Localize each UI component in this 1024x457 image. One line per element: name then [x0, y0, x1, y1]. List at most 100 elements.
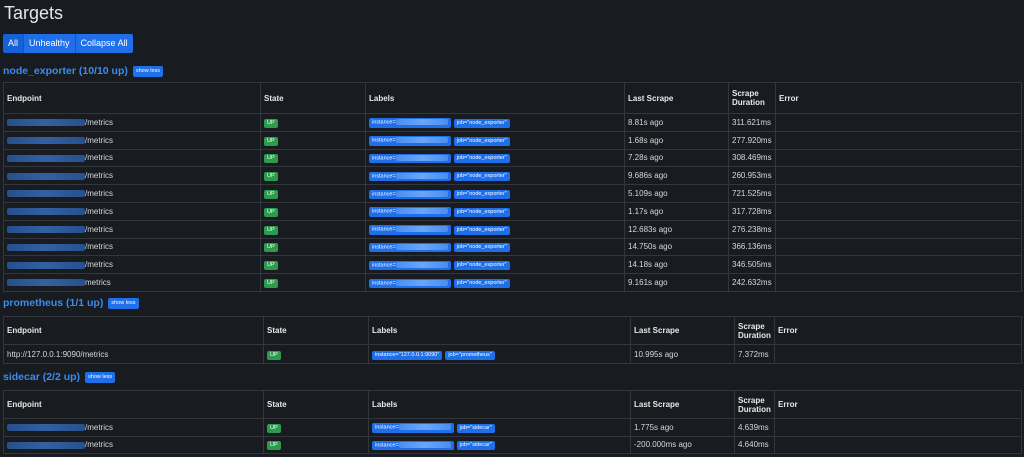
state-cell: UP	[260, 130, 366, 150]
filter-unhealthy-button[interactable]: Unhealthy	[24, 34, 76, 53]
error-cell	[775, 166, 1022, 186]
endpoint-link[interactable]: /metrics	[85, 224, 113, 234]
status-badge: UP	[267, 423, 281, 433]
duration-cell: 4.640ms	[734, 435, 775, 454]
redacted-host	[7, 261, 85, 269]
label-instance: instance=	[369, 118, 451, 128]
filter-all-button[interactable]: All	[3, 34, 25, 53]
endpoint-cell: /metrics	[3, 166, 261, 186]
redacted-instance	[395, 279, 448, 286]
endpoint-link[interactable]: /metrics	[85, 171, 113, 181]
endpoint-link[interactable]: /metrics	[85, 153, 113, 163]
last-scrape-cell: 9.686s ago	[624, 166, 729, 186]
label-job: job="node_exporter"	[453, 279, 510, 289]
label-instance: instance=	[372, 423, 454, 433]
endpoint-link[interactable]: metrics	[85, 278, 111, 288]
section-title-node-exporter[interactable]: node_exporter (10/10 up)	[3, 65, 128, 77]
endpoint-link[interactable]: http://127.0.0.1:9090/metrics	[7, 349, 109, 359]
endpoint-cell: /metrics	[3, 184, 261, 203]
label-job: job="sidecar"	[456, 423, 495, 433]
error-cell	[775, 273, 1022, 292]
col-error: Error	[774, 316, 1022, 345]
status-badge: UP	[264, 279, 278, 289]
redacted-host	[7, 119, 85, 127]
labels-cell: instance= job="node_exporter"	[365, 113, 625, 132]
label-job: job="node_exporter"	[453, 136, 510, 146]
redacted-instance	[395, 244, 448, 251]
labels-cell: instance= job="node_exporter"	[365, 166, 625, 186]
endpoint-link[interactable]: /metrics	[85, 242, 113, 252]
status-badge: UP	[264, 190, 278, 200]
endpoint-link[interactable]: /metrics	[85, 117, 113, 127]
label-instance: instance=	[369, 243, 451, 253]
targets-table-sidecar: Endpoint State Labels Last Scrape Scrape…	[3, 390, 1022, 454]
table-row: /metrics UP instance= job="sidecar" -200.000…	[3, 435, 1022, 454]
label-instance: instance=	[369, 189, 451, 200]
col-scrape-duration: Scrape Duration	[728, 82, 776, 114]
section-title-prometheus[interactable]: prometheus (1/1 up)	[3, 297, 104, 309]
duration-cell: 366.136ms	[728, 237, 776, 257]
label-instance: instance=	[369, 136, 451, 146]
endpoint-link[interactable]: /metrics	[85, 135, 113, 145]
error-cell	[774, 418, 1022, 437]
last-scrape-cell: 5.109s ago	[624, 184, 729, 203]
label-instance: instance=	[369, 171, 451, 182]
error-cell	[775, 201, 1022, 221]
redacted-host	[7, 441, 85, 449]
redacted-instance	[398, 424, 451, 431]
labels-cell: instance= job="node_exporter"	[365, 255, 625, 275]
redacted-host	[7, 279, 85, 287]
label-job: job="node_exporter"	[453, 172, 510, 182]
labels-cell: instance= job="node_exporter"	[365, 273, 625, 292]
last-scrape-cell: 1.17s ago	[624, 201, 729, 221]
endpoint-link[interactable]: /metrics	[85, 260, 113, 270]
show-less-button[interactable]: show less	[108, 297, 139, 309]
error-cell	[775, 148, 1022, 168]
last-scrape-cell: 14.750s ago	[624, 237, 729, 257]
label-job: job="node_exporter"	[453, 190, 510, 200]
endpoint-link[interactable]: /metrics	[85, 440, 113, 450]
show-less-button[interactable]: show less	[132, 65, 164, 77]
endpoint-cell: /metrics	[3, 130, 261, 150]
endpoint-link[interactable]: /metrics	[85, 422, 113, 432]
label-instance: instance=	[369, 154, 451, 164]
label-job: job="prometheus"	[445, 350, 495, 360]
col-scrape-duration: Scrape Duration	[734, 316, 775, 345]
collapse-all-button[interactable]: Collapse All	[75, 34, 133, 53]
error-cell	[775, 237, 1022, 257]
status-badge: UP	[267, 350, 281, 360]
duration-cell: 308.469ms	[728, 148, 776, 168]
duration-cell: 311.621ms	[728, 113, 776, 132]
duration-cell: 260.953ms	[728, 166, 776, 186]
label-instance: instance=	[369, 225, 451, 235]
redacted-instance	[395, 208, 448, 215]
endpoint-link[interactable]: /metrics	[85, 206, 113, 216]
last-scrape-cell: 1.775s ago	[630, 418, 735, 437]
status-badge: UP	[267, 441, 281, 451]
label-job: job="node_exporter"	[453, 243, 510, 253]
endpoint-cell: /metrics	[3, 201, 261, 221]
redacted-instance	[395, 137, 448, 144]
state-cell: UP	[260, 219, 366, 239]
label-instance: instance=	[369, 260, 451, 271]
section-title-sidecar[interactable]: sidecar (2/2 up)	[3, 371, 81, 383]
error-cell	[774, 344, 1022, 364]
show-less-button[interactable]: show less	[85, 371, 116, 383]
state-cell: UP	[260, 201, 366, 221]
last-scrape-cell: 12.683s ago	[624, 219, 729, 239]
duration-cell: 4.639ms	[734, 418, 775, 437]
duration-cell: 346.505ms	[728, 255, 776, 275]
table-row: /metrics UP instance= job="node_exporter" 9.…	[3, 166, 1022, 186]
endpoint-link[interactable]: /metrics	[85, 189, 113, 199]
endpoint-cell: /metrics	[3, 148, 261, 168]
labels-cell: instance= job="node_exporter"	[365, 237, 625, 257]
table-row: /metrics UP instance= job="node_exporter" 1.…	[3, 201, 1022, 221]
last-scrape-cell: 10.995s ago	[630, 344, 735, 364]
duration-cell: 276.238ms	[728, 219, 776, 239]
section-header-prometheus: prometheus (1/1 up) show less	[3, 297, 139, 309]
section-header-sidecar: sidecar (2/2 up) show less	[3, 371, 116, 383]
error-cell	[775, 113, 1022, 132]
label-job: job="node_exporter"	[453, 118, 510, 128]
labels-cell: instance= job="node_exporter"	[365, 148, 625, 168]
redacted-host	[7, 226, 85, 234]
